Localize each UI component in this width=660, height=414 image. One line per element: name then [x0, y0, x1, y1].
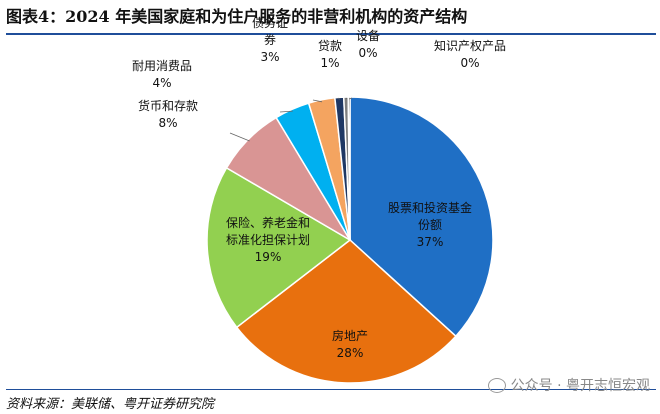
slice-percent: 8% [158, 116, 178, 130]
slice-name: 保险、养老金和 [226, 215, 311, 230]
watermark: 公众号 · 粤开志恒宏观 [487, 375, 650, 395]
leader-line [229, 132, 250, 142]
slice-percent: 28% [336, 346, 364, 360]
slice-label: 股票和投资基金 份额 37% [388, 200, 472, 251]
slice-name: 耐用消费品 [132, 59, 193, 73]
source-rule [6, 389, 656, 390]
slice-percent: 0% [358, 46, 378, 60]
slice-label: 设备 0% [356, 28, 380, 62]
slice-percent: 19% [254, 249, 282, 264]
slice-name: 房地产 [332, 329, 369, 343]
slice-percent: 4% [152, 76, 172, 90]
slice-label: 房地产 28% [332, 328, 368, 362]
slice-name: 知识产权产品 [434, 39, 507, 53]
slice-name: 股票和投资基金 [388, 200, 473, 215]
slice-name: 设备 [356, 29, 381, 43]
leader-lines [229, 97, 353, 142]
pie-slice [235, 239, 457, 384]
pie-slice [347, 96, 351, 241]
slice-label: 货币和存款 8% [138, 98, 198, 132]
title-bar: 图表4：2024 年美国家庭和为住户服务的非营利机构的资产结构 [0, 0, 660, 30]
slice-percent: 37% [416, 234, 444, 249]
leader-line [348, 97, 353, 100]
pie-slice [349, 96, 494, 338]
slice-name: 份额 [418, 217, 443, 232]
slice-label: 贷款 1% [318, 38, 342, 72]
leader-line [337, 97, 340, 100]
slice-name: 债务证 [252, 15, 289, 30]
watermark-text: 公众号 · 粤开志恒宏观 [510, 378, 650, 394]
slice-label: 耐用消费品 4% [132, 58, 192, 92]
pie-slice [206, 166, 352, 329]
pie-slices [206, 96, 494, 384]
slice-percent: 3% [260, 49, 280, 64]
leader-line [345, 97, 348, 100]
slice-label: 知识产权产品 0% [434, 38, 506, 72]
leader-line [312, 99, 323, 103]
slice-name: 贷款 [318, 39, 343, 53]
chart-title: 图表4：2024 年美国家庭和为住户服务的非营利机构的资产结构 [6, 7, 468, 26]
slice-name: 货币和存款 [138, 99, 199, 113]
slice-label: 债务证券 3% [252, 15, 288, 66]
leader-line [279, 110, 293, 113]
wechat-icon [487, 377, 506, 393]
slice-percent: 1% [320, 56, 340, 70]
slice-label: 保险、养老金和 标准化担保计划 19% [226, 215, 310, 266]
source-note: 资料来源：美联储、粤开证券研究院 [6, 397, 215, 412]
title-rule [6, 33, 656, 35]
slice-percent: 0% [460, 56, 480, 70]
slice-name: 标准化担保计划 [226, 232, 311, 247]
slice-name: 券 [264, 32, 277, 47]
